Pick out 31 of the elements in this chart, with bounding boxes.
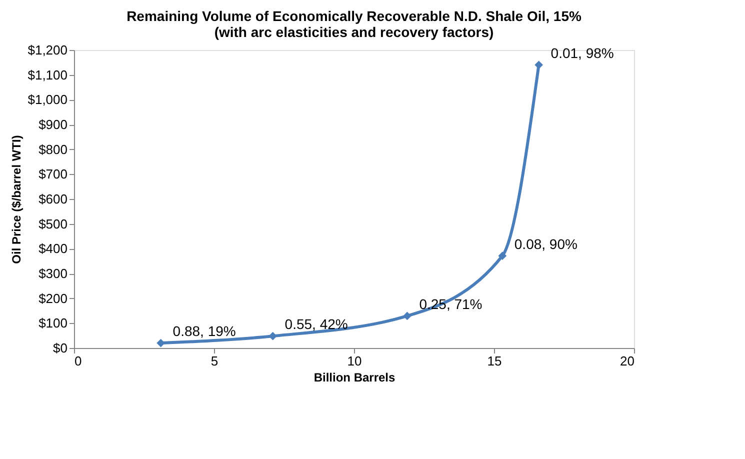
x-axis-title: Billion Barrels	[314, 370, 396, 384]
y-tick-label: $700	[38, 166, 68, 182]
text: (with arc elasticities and recovery factors)	[214, 24, 494, 40]
y-tick-label: $1,200	[28, 42, 68, 58]
point	[156, 338, 165, 348]
x-tick-label: 10	[347, 354, 362, 368]
y-axis-title: Oil Price ($/barrel WTI)	[10, 135, 24, 264]
x-tick-label: 0	[74, 354, 82, 368]
x-tick-label: 15	[487, 354, 502, 368]
point	[534, 60, 543, 70]
x-tick-label: 5	[210, 354, 218, 368]
y-tick-label: $0	[53, 340, 68, 356]
point	[498, 252, 507, 260]
x-tick-label: 20	[620, 354, 634, 368]
y-tick-label: $600	[38, 192, 68, 206]
point	[268, 332, 277, 340]
y-tick-label: $900	[38, 117, 68, 132]
y-tick-label: $100	[38, 316, 68, 331]
annotation: 0.01, 98%	[550, 44, 614, 61]
y-tick-label: $400	[38, 241, 68, 256]
annotation: 0.55, 42%	[284, 316, 348, 332]
y-tick-label: $200	[38, 290, 68, 306]
y-tick-label: $300	[38, 266, 68, 281]
y-tick-label: $1,000	[28, 92, 68, 108]
y-tick-label: $1,100	[28, 67, 68, 82]
annotation: 0.08, 90%	[514, 236, 578, 252]
annotation: 0.88, 19%	[172, 323, 236, 340]
y-tick-label: $500	[38, 216, 68, 232]
text: Remaining Volume of Economically Recoverable N.D. Shale Oil, 15%	[126, 8, 582, 24]
y-tick-label: $800	[38, 142, 68, 157]
point	[403, 312, 412, 320]
